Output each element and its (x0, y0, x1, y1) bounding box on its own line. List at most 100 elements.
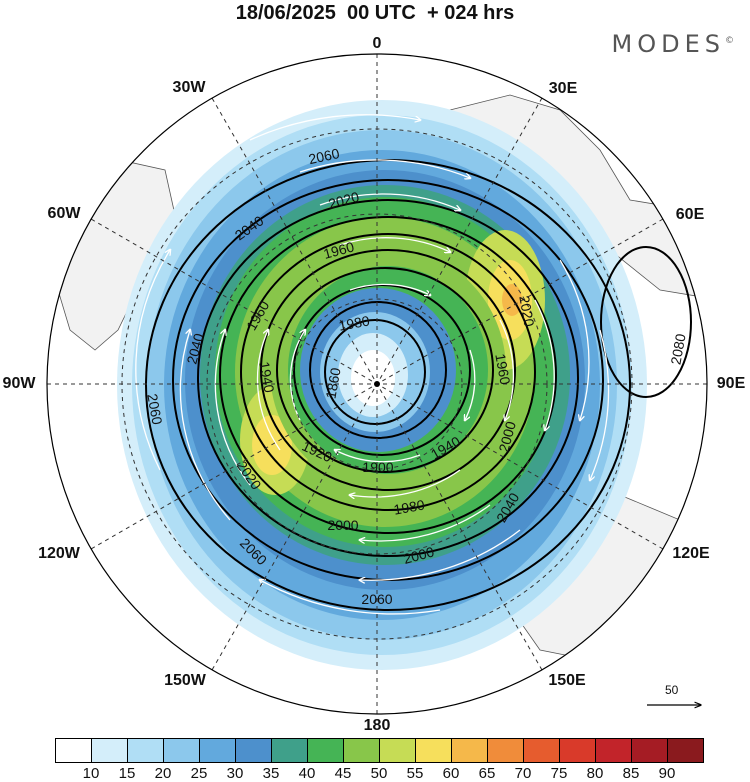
contour-label: 2000 (402, 543, 436, 567)
contour-label: 2000 (327, 517, 358, 533)
lon-label-30e: 30E (548, 80, 578, 97)
colorbar-swatch (343, 738, 380, 763)
streamline (360, 504, 491, 541)
lon-label-120e: 120E (672, 545, 710, 562)
contour-1980 (240, 233, 536, 511)
lon-label-0: 0 (372, 35, 382, 52)
contour-1960 (260, 249, 516, 491)
colorbar-tick-label: 70 (514, 765, 532, 782)
pole-marker (374, 381, 380, 387)
streamline (559, 259, 590, 420)
contour-2020 (197, 199, 579, 557)
streamline (249, 114, 420, 141)
contour-label: 1940 (256, 360, 277, 394)
contour-label: 2000 (495, 419, 519, 453)
colorbar-tick-label: 30 (226, 765, 244, 782)
streamline (339, 237, 450, 252)
contour-label: 2060 (307, 145, 341, 167)
colorbar-tick-label: 80 (586, 765, 604, 782)
contour-2000 (219, 216, 557, 534)
streamline (465, 349, 476, 420)
streamline (350, 469, 461, 497)
lon-label-120w: 120W (38, 545, 80, 562)
colorbar-tick-label: 40 (298, 765, 316, 782)
reference-vector-arrow (647, 683, 705, 713)
contour-label: 2020 (327, 188, 361, 212)
colorbar-swatch (307, 738, 344, 763)
contour-label: 2060 (361, 591, 392, 607)
colorbar-swatch (91, 738, 128, 763)
colorbar-tick-label: 85 (622, 765, 640, 782)
height-contours (145, 159, 692, 611)
contour-label: 2080 (667, 332, 688, 366)
colorbar-swatch (631, 738, 668, 763)
contour-label: 1980 (337, 312, 371, 333)
colorbar-swatch (523, 738, 560, 763)
contour-label-layer: 2060 2040 2020 1960 1960 1940 1980 1860 … (144, 145, 688, 607)
streamline (299, 159, 470, 178)
colorbar-swatch (595, 738, 632, 763)
streamline (319, 193, 460, 210)
streamline (590, 329, 610, 480)
colorbar-tick-label: 65 (478, 765, 496, 782)
lon-label-90w: 90W (2, 375, 36, 392)
copyright-mark: © (725, 36, 734, 46)
lon-label-150w: 150W (164, 672, 206, 689)
contour-label: 1860 (322, 366, 343, 400)
colorbar-tick-label: 90 (658, 765, 676, 782)
brand-name: MODES (611, 30, 725, 58)
brand-logo: MODES© (612, 30, 734, 58)
colorbar-tick-label: 50 (370, 765, 388, 782)
colorbar-swatch (163, 738, 200, 763)
streamline (179, 330, 231, 521)
map-title: 18/06/2025 00 UTC + 024 hrs (235, 2, 515, 24)
lon-label-60w: 60W (47, 205, 81, 222)
wind-speed-shading (117, 100, 647, 670)
streamline (256, 330, 281, 451)
lon-label-30w: 30W (172, 79, 206, 96)
streamline (499, 319, 515, 420)
contour-1900 (309, 301, 447, 439)
contour-1880 (324, 319, 426, 425)
colorbar-tick-label: 55 (406, 765, 424, 782)
reference-vector-label: 50 (665, 683, 679, 697)
contour-2080-high (600, 246, 692, 398)
colorbar-tick-label: 15 (118, 765, 136, 782)
colorbar-swatch (487, 738, 524, 763)
map-disc (47, 54, 707, 714)
latitude-circle (291, 298, 463, 470)
colorbar-swatch (127, 738, 164, 763)
contour-label: 1960 (322, 238, 356, 262)
streamline (214, 330, 251, 486)
map-boundary (46, 53, 708, 715)
colorbar-swatch (271, 738, 308, 763)
streamline (360, 529, 521, 580)
colorbar-swatch (379, 738, 416, 763)
colorbar-swatch (415, 738, 452, 763)
contour-label: 2060 (144, 392, 165, 426)
streamline (335, 450, 421, 463)
colorbar-tick-label: 60 (442, 765, 460, 782)
colorbar-tick-label: 20 (154, 765, 172, 782)
colorbar-tick-label: 10 (82, 765, 100, 782)
contour-label: 2020 (516, 294, 537, 328)
contour-1940 (276, 267, 494, 473)
streamline (260, 580, 441, 615)
lon-label-180: 180 (363, 717, 391, 734)
wind-streamlines (135, 114, 610, 615)
colorbar-tick-label: 75 (550, 765, 568, 782)
colorbar-swatch (667, 738, 704, 763)
contour-label: 1980 (392, 496, 426, 517)
colorbar-tick-label: 45 (334, 765, 352, 782)
contour-label: 1960 (492, 352, 513, 386)
colorbar-tick-label: 35 (262, 765, 280, 782)
colorbar-tick-label: 25 (190, 765, 208, 782)
streamline (349, 283, 430, 295)
colorbar-swatch (235, 738, 272, 763)
contour-label: 1900 (362, 459, 393, 475)
colorbar-swatch (199, 738, 236, 763)
contour-label: 2040 (183, 331, 207, 365)
colorbar-swatch (559, 738, 596, 763)
streamline (534, 299, 555, 430)
lon-label-150e: 150E (548, 672, 586, 689)
